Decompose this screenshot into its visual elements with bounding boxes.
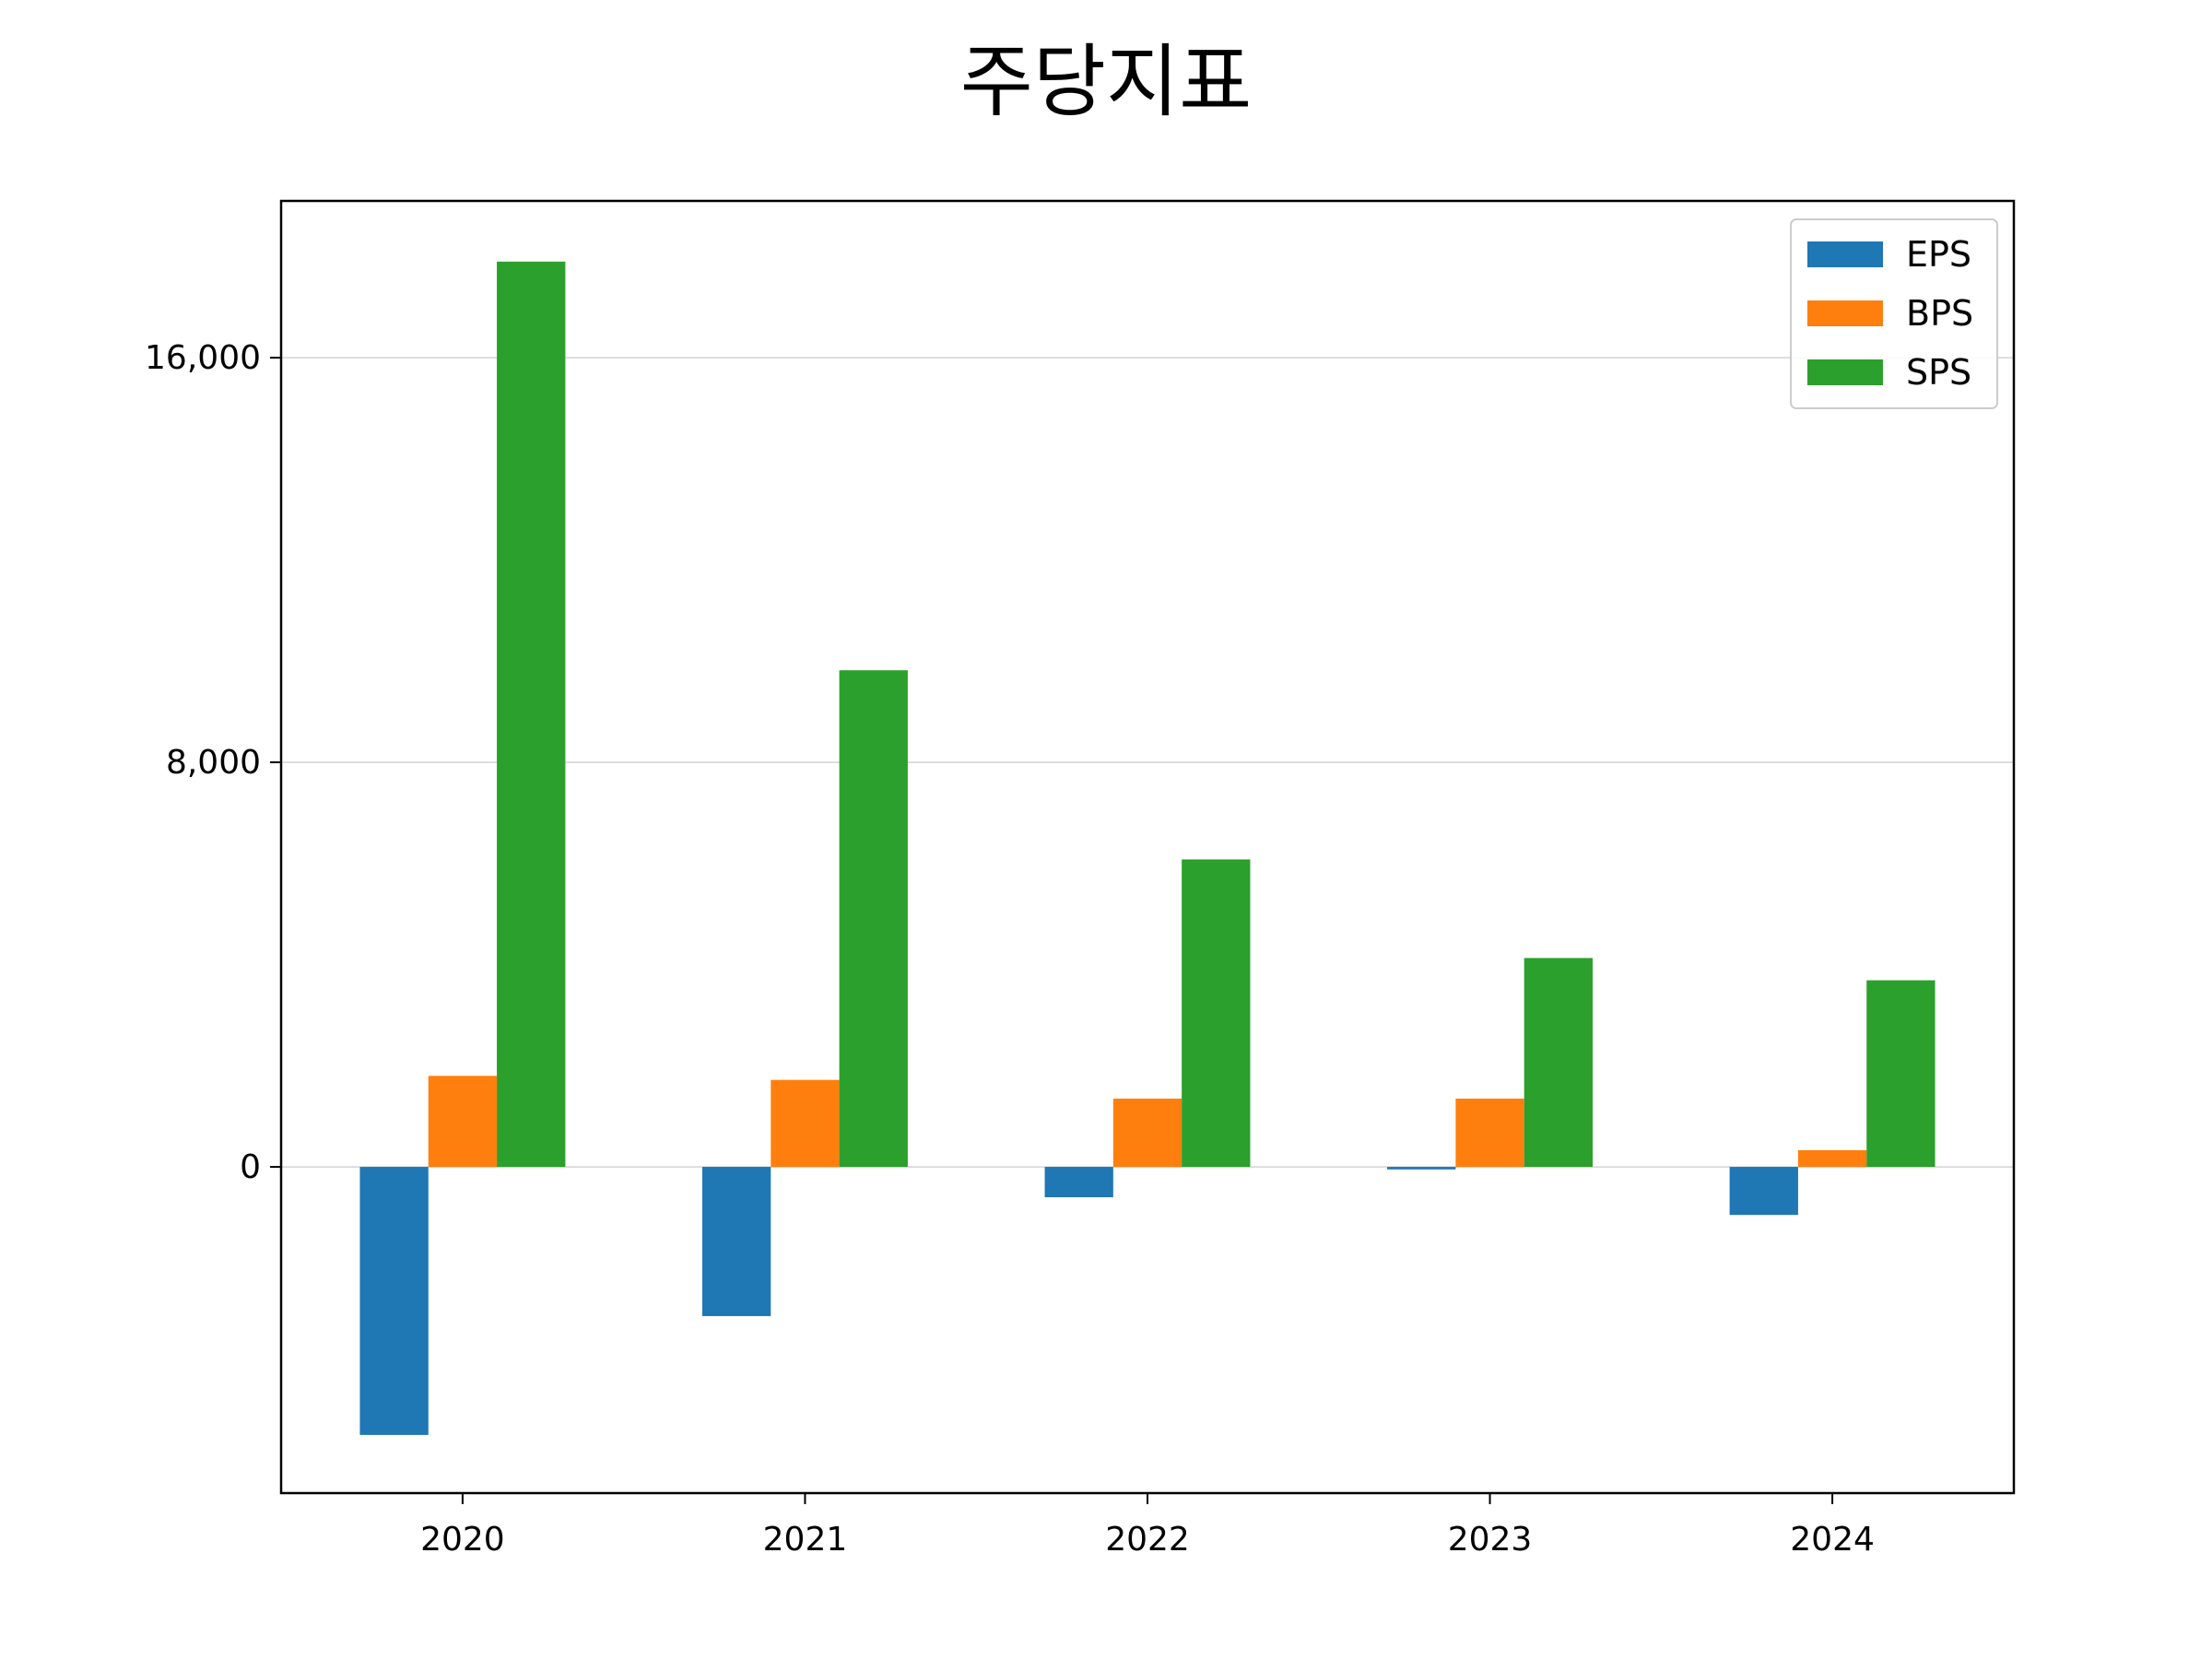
bar-sps: [1524, 958, 1594, 1168]
bar-eps: [1387, 1167, 1456, 1170]
x-axis: 2020 2021 2022 2023 2024: [420, 1493, 1875, 1559]
bar-bps: [428, 1076, 498, 1168]
x-tick-label: 2022: [1105, 1521, 1190, 1559]
legend-label-sps: SPS: [1906, 352, 1971, 393]
bar-eps: [701, 1167, 771, 1316]
bar-eps: [1044, 1167, 1113, 1197]
bar-bps: [1112, 1098, 1182, 1168]
legend-swatch-sps: [1807, 359, 1883, 385]
legend-swatch-bps: [1807, 300, 1883, 326]
y-tick-label: 8,000: [166, 744, 261, 782]
y-axis: 0 8,000 16,000: [145, 339, 281, 1186]
y-tick-label: 0: [240, 1148, 261, 1186]
legend: EPS BPS SPS: [1790, 218, 1998, 409]
legend-label-eps: EPS: [1906, 234, 1971, 275]
x-tick-label: 2020: [420, 1521, 505, 1559]
bar-sps: [497, 261, 566, 1168]
x-tick-label: 2023: [1448, 1521, 1533, 1559]
chart-title: 주당지표: [959, 36, 1253, 128]
bar-bps: [771, 1079, 840, 1168]
bar-bps: [1797, 1149, 1867, 1168]
legend-label-bps: BPS: [1906, 293, 1973, 334]
bar-sps: [839, 670, 908, 1168]
x-tick-label: 2021: [763, 1521, 848, 1559]
x-tick-label: 2024: [1790, 1521, 1875, 1559]
bars: [359, 261, 1936, 1435]
bar-bps: [1455, 1098, 1524, 1168]
bar-sps: [1866, 980, 1936, 1168]
bar-sps: [1182, 859, 1251, 1168]
bar-eps: [359, 1167, 429, 1435]
bar-eps: [1729, 1167, 1798, 1216]
y-tick-label: 16,000: [145, 339, 261, 377]
legend-swatch-eps: [1807, 241, 1883, 267]
